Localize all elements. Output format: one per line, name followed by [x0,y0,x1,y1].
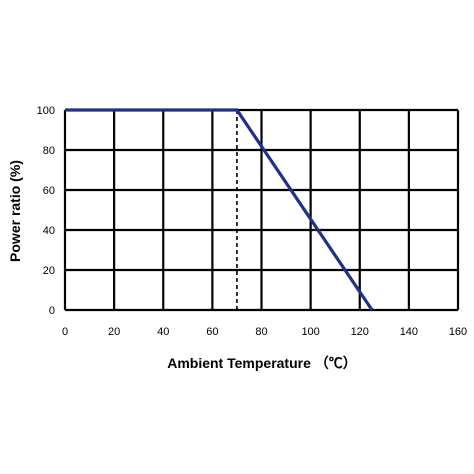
y-tick-label: 60 [43,185,55,197]
y-tick-label: 100 [37,105,55,117]
x-axis-title: Ambient Temperature （℃） [167,355,357,371]
x-tick-label: 20 [108,326,120,338]
x-tick-label: 120 [351,326,369,338]
y-tick-labels: 0 20 40 60 80 100 [37,105,55,317]
x-tick-label: 80 [255,326,267,338]
y-tick-label: 0 [49,305,55,317]
y-tick-label: 40 [43,225,55,237]
series-line [65,108,374,311]
x-tick-label: 100 [301,326,319,338]
grid [63,108,460,312]
series-group [65,108,374,311]
y-axis-title: Power ratio (%) [7,160,23,262]
x-tick-label: 160 [449,326,467,338]
y-tick-label: 80 [43,145,55,157]
x-tick-labels: 0 20 40 60 80 100 120 140 160 [62,326,467,338]
x-tick-label: 40 [157,326,169,338]
x-tick-label: 140 [400,326,418,338]
x-tick-label: 0 [62,326,68,338]
x-tick-label: 60 [206,326,218,338]
y-tick-label: 20 [43,265,55,277]
